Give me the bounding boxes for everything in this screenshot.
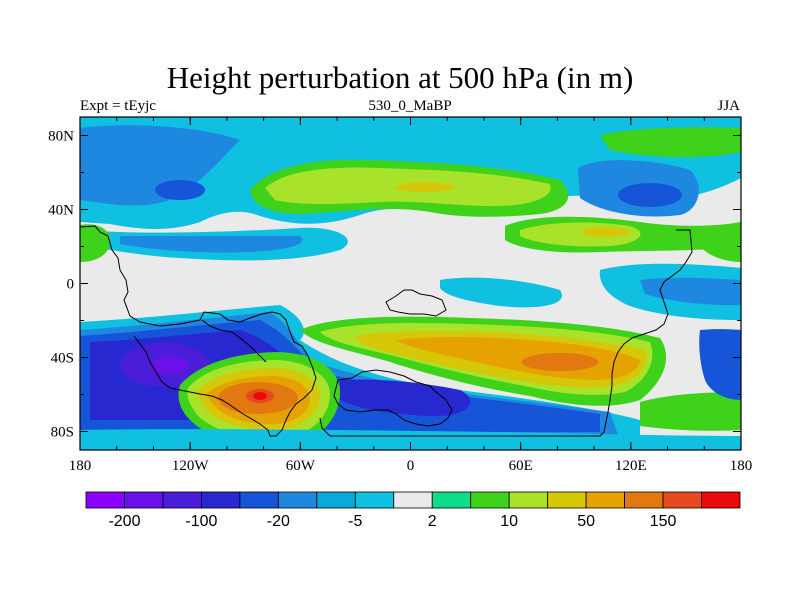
season-label: JJA xyxy=(717,98,740,114)
colorbar-label: 10 xyxy=(500,513,518,530)
colorbar-label: 50 xyxy=(577,513,595,530)
x-tick-label: 180 xyxy=(69,458,92,474)
colorbar-label: 2 xyxy=(428,513,437,530)
colorbar-swatch xyxy=(354,491,395,509)
colorbar-label: -5 xyxy=(348,513,362,530)
coastline-equatorial-island xyxy=(385,289,447,317)
y-tick-label: 40N xyxy=(48,203,74,219)
coastline-outlines xyxy=(80,225,693,437)
colorbar-swatch xyxy=(701,491,741,509)
colorbar-label: -100 xyxy=(185,513,217,530)
colorbar-swatch xyxy=(508,491,549,509)
northeast-green xyxy=(600,127,741,158)
colorbar-swatch xyxy=(85,491,125,509)
y-tick-label: 80N xyxy=(48,129,74,145)
center-subtitle: 530_0_MaBP xyxy=(368,98,452,114)
tropical-cyan-mid xyxy=(440,277,562,308)
north-pacific-low xyxy=(155,180,205,200)
colorbar-swatch xyxy=(239,491,279,509)
x-tick-label: 0 xyxy=(407,458,415,474)
northeast-green-patch xyxy=(700,225,741,262)
colorbar-label: -20 xyxy=(267,513,290,530)
contour-field xyxy=(80,117,741,450)
experiment-label: Expt = tEyjc xyxy=(80,98,156,114)
colorbar-swatch xyxy=(201,491,241,509)
tropical-blue-west-core xyxy=(120,236,303,253)
north-blue-band xyxy=(80,125,240,206)
east-yellow-core xyxy=(580,227,630,237)
colorbar-label: -200 xyxy=(108,513,140,530)
x-tick-label: 180 xyxy=(730,458,753,474)
south-polar-cyan xyxy=(80,429,741,450)
y-tick-label: 80S xyxy=(51,425,74,441)
colorbar-swatch xyxy=(124,491,164,509)
coastline-antarctic-peninsula xyxy=(201,319,267,363)
colorbar-swatch xyxy=(585,491,625,509)
x-tick-label: 60E xyxy=(509,458,533,474)
colorbar-swatch xyxy=(547,491,587,509)
colorbar-swatch xyxy=(162,491,202,509)
y-tick-label: 40S xyxy=(51,351,74,367)
colorbar: -200 -100 -20 -5 2 10 50 150 xyxy=(85,491,741,530)
coastline-eurasia-east xyxy=(319,229,693,437)
eurasia-low xyxy=(618,183,682,207)
colorbar-swatch xyxy=(470,491,510,509)
colorbar-label: 150 xyxy=(650,513,677,530)
colorbar-swatch xyxy=(277,491,318,509)
x-tick-label: 120E xyxy=(615,458,647,474)
x-tick-label: 120W xyxy=(172,458,210,474)
axes: 180 120W 60W 0 60E 120E 180 80N 40N 0 40S 80S xyxy=(48,117,752,474)
north-yellow-core xyxy=(395,182,455,192)
south-atlantic-blue xyxy=(340,379,471,416)
south-polar-green xyxy=(640,392,741,431)
colorbar-swatch xyxy=(624,491,664,509)
colorbar-swatch xyxy=(431,491,472,509)
southwest-red-core xyxy=(253,392,267,400)
colorbar-swatch xyxy=(393,491,433,509)
y-tick-label: 0 xyxy=(67,277,75,293)
chart-title: Height perturbation at 500 hPa (in m) xyxy=(166,60,634,95)
colorbar-swatch xyxy=(662,491,702,509)
southeast-darkorange xyxy=(522,353,598,371)
south-pacific-violet-core xyxy=(152,356,188,374)
coastline-africa xyxy=(333,369,453,427)
coastline-americas xyxy=(80,225,317,437)
south-polar-blue xyxy=(699,329,741,400)
x-tick-label: 60W xyxy=(286,458,316,474)
colorbar-swatch xyxy=(316,491,356,509)
tropical-blue-east xyxy=(640,277,741,306)
